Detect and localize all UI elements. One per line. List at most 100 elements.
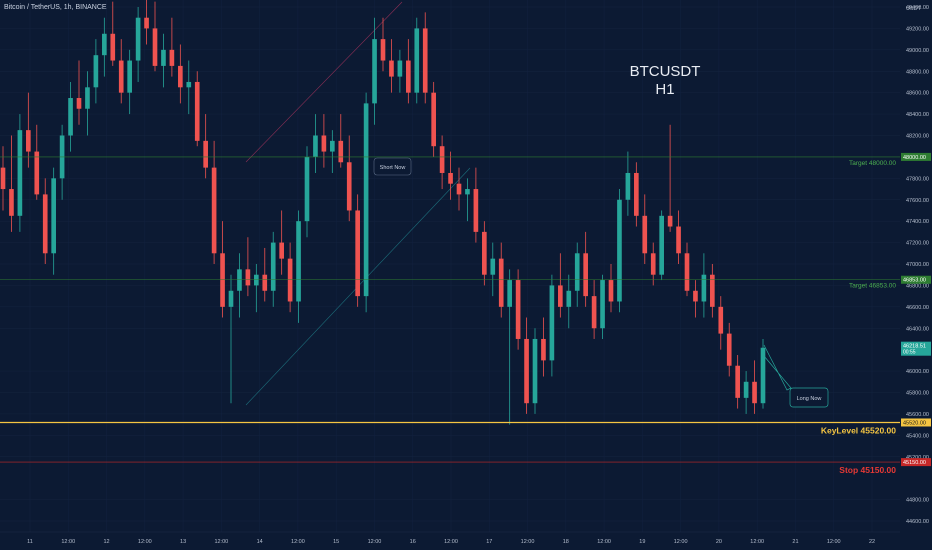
candle-body — [389, 60, 394, 77]
candle[interactable] — [414, 17, 420, 104]
candle[interactable] — [667, 124, 673, 232]
candle[interactable] — [118, 39, 124, 104]
candle[interactable] — [102, 17, 107, 77]
candle[interactable] — [262, 247, 268, 302]
candle[interactable] — [558, 253, 563, 318]
candle[interactable] — [507, 269, 512, 425]
short-now-callout-box[interactable] — [373, 157, 412, 176]
candle[interactable] — [254, 264, 259, 313]
candle[interactable] — [482, 221, 487, 286]
candle[interactable] — [406, 39, 411, 104]
candle[interactable] — [211, 140, 217, 264]
candle[interactable] — [186, 60, 192, 115]
candle[interactable] — [194, 71, 200, 147]
price-axis[interactable]: USDT 49400.00 49200.00 49000.00 48800.00 486… — [900, 0, 932, 532]
candle[interactable] — [26, 92, 31, 168]
candle[interactable] — [549, 274, 555, 377]
candle[interactable] — [363, 92, 369, 313]
candle[interactable] — [465, 178, 470, 222]
candle[interactable] — [422, 12, 428, 104]
candle[interactable] — [676, 210, 681, 264]
candle[interactable] — [296, 210, 301, 323]
candle[interactable] — [17, 114, 23, 232]
candle[interactable] — [313, 114, 318, 173]
candle[interactable] — [583, 231, 588, 307]
candle[interactable] — [726, 322, 732, 377]
candle[interactable] — [330, 130, 335, 173]
candle[interactable] — [51, 167, 56, 275]
candle[interactable] — [135, 7, 141, 82]
candle[interactable] — [9, 135, 14, 232]
candle[interactable] — [634, 162, 639, 227]
short-now-callout-text: Short Now — [380, 165, 406, 171]
candle[interactable] — [68, 81, 73, 152]
candle[interactable] — [684, 242, 690, 297]
candle[interactable] — [203, 114, 208, 179]
candle[interactable] — [541, 317, 546, 377]
candle[interactable] — [515, 269, 521, 350]
candle[interactable] — [279, 210, 284, 275]
candle[interactable] — [498, 242, 504, 318]
candle[interactable] — [178, 44, 183, 104]
candle[interactable] — [718, 296, 724, 350]
candle[interactable] — [76, 60, 82, 125]
candle[interactable] — [642, 194, 648, 264]
trend-line-upper[interactable] — [245, 1, 403, 163]
candle[interactable] — [600, 274, 605, 339]
candle[interactable] — [743, 371, 749, 414]
candle[interactable] — [389, 39, 394, 93]
candle[interactable] — [760, 338, 766, 409]
candle[interactable] — [228, 274, 234, 404]
candle[interactable] — [752, 360, 757, 414]
candle[interactable] — [617, 189, 622, 313]
candle[interactable] — [85, 71, 90, 136]
candle[interactable] — [456, 167, 462, 211]
candle[interactable] — [473, 167, 479, 243]
candle[interactable] — [270, 231, 276, 307]
candle[interactable] — [152, 1, 158, 72]
time-axis[interactable]: 11 12:00 12 12:00 13 12:00 14 12:00 15 12:00 16 12:… — [0, 531, 900, 545]
candle[interactable] — [42, 178, 48, 264]
candle[interactable] — [287, 242, 293, 313]
candle[interactable] — [608, 264, 614, 313]
candle[interactable] — [321, 114, 327, 168]
candle[interactable] — [220, 221, 225, 318]
long-now-callout-box[interactable] — [789, 387, 829, 408]
candle[interactable] — [34, 124, 40, 200]
candle[interactable] — [693, 280, 698, 318]
candle[interactable] — [625, 151, 631, 216]
price-tick-label: 48200.00 — [906, 134, 929, 140]
candle[interactable] — [245, 237, 251, 297]
candle[interactable] — [710, 264, 715, 318]
candle[interactable] — [735, 355, 740, 409]
candle[interactable] — [524, 317, 529, 414]
candle[interactable] — [127, 49, 132, 115]
candle[interactable] — [659, 210, 664, 281]
candle[interactable] — [448, 151, 453, 200]
candle[interactable] — [161, 33, 166, 88]
candle[interactable] — [304, 146, 310, 238]
candle[interactable] — [346, 135, 352, 222]
candle[interactable] — [380, 17, 386, 72]
candle[interactable] — [144, 0, 149, 45]
candle[interactable] — [701, 253, 707, 318]
candle[interactable] — [574, 242, 580, 307]
candle[interactable] — [591, 280, 597, 339]
candle[interactable] — [439, 135, 445, 190]
candle[interactable] — [110, 1, 116, 66]
candle-body — [558, 285, 563, 307]
candle[interactable] — [566, 274, 572, 329]
candle[interactable] — [490, 242, 496, 297]
candle[interactable] — [431, 81, 436, 157]
candle[interactable] — [372, 17, 377, 125]
candle[interactable] — [397, 49, 403, 93]
candle[interactable] — [532, 328, 538, 414]
candle[interactable] — [169, 17, 175, 77]
candle[interactable] — [93, 39, 99, 104]
candle[interactable] — [338, 114, 344, 168]
symbol-title[interactable]: Bitcoin / TetherUS, 1h, BINANCE — [4, 4, 107, 11]
candle[interactable] — [650, 242, 656, 286]
candle[interactable] — [355, 194, 360, 307]
candle[interactable] — [237, 253, 242, 318]
